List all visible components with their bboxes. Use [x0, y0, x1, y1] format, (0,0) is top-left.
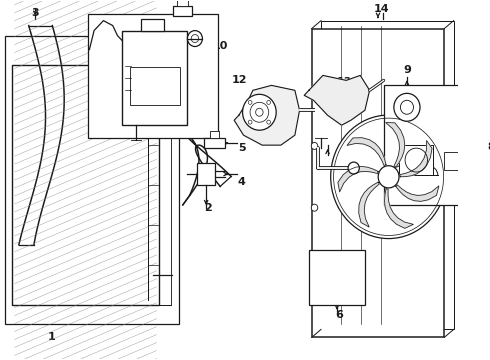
Bar	[122, 31, 188, 125]
Circle shape	[394, 93, 420, 121]
Bar	[23, 66, 171, 305]
Text: 14: 14	[374, 4, 390, 14]
Circle shape	[311, 204, 318, 211]
Bar	[309, 250, 365, 305]
Circle shape	[311, 143, 318, 149]
Text: 4: 4	[238, 177, 245, 187]
Bar	[197, 163, 216, 185]
Bar	[321, 21, 454, 329]
Polygon shape	[385, 189, 413, 228]
Polygon shape	[396, 185, 439, 201]
Polygon shape	[359, 182, 379, 227]
Circle shape	[348, 162, 359, 174]
Bar	[444, 152, 465, 170]
Bar	[129, 67, 180, 105]
Text: 3: 3	[31, 8, 39, 18]
Text: 1: 1	[48, 332, 56, 342]
Bar	[173, 6, 192, 15]
Circle shape	[378, 166, 399, 188]
Polygon shape	[338, 166, 378, 192]
Text: 2: 2	[204, 203, 212, 213]
Polygon shape	[386, 122, 405, 167]
Circle shape	[248, 100, 252, 104]
Polygon shape	[234, 85, 299, 145]
Text: 13: 13	[337, 77, 352, 87]
Text: 10: 10	[213, 41, 228, 50]
Circle shape	[267, 100, 270, 104]
Text: 11: 11	[100, 19, 116, 30]
Circle shape	[331, 115, 446, 239]
Bar	[141, 19, 164, 31]
Bar	[399, 145, 433, 175]
Text: 5: 5	[238, 143, 245, 153]
Polygon shape	[347, 138, 386, 166]
Bar	[312, 28, 444, 337]
Text: 8: 8	[487, 142, 490, 152]
Bar	[88, 14, 218, 138]
Bar	[5, 36, 179, 324]
Circle shape	[188, 31, 202, 46]
Text: 6: 6	[335, 310, 343, 320]
Bar	[384, 85, 477, 205]
Bar	[15, 71, 157, 300]
Bar	[204, 138, 225, 148]
Circle shape	[162, 88, 175, 102]
Bar	[12, 66, 159, 305]
Circle shape	[248, 120, 252, 124]
Text: 12: 12	[232, 75, 247, 85]
Polygon shape	[304, 75, 369, 125]
Bar	[177, 0, 189, 6]
Circle shape	[243, 94, 276, 130]
Bar	[210, 131, 219, 138]
Polygon shape	[400, 140, 432, 177]
Text: 7: 7	[335, 200, 343, 210]
Text: 9: 9	[403, 66, 411, 76]
Circle shape	[267, 120, 270, 124]
